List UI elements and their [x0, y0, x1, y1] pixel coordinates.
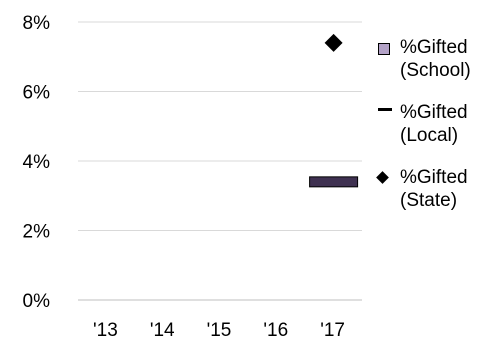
x-tick-label: '17 — [320, 320, 345, 341]
y-tick-label: 2% — [23, 222, 51, 243]
x-tick-label: '15 — [207, 320, 232, 341]
legend: %Gifted (School) %Gifted (Local) %Gifted… — [372, 36, 482, 231]
y-tick-label: 0% — [23, 291, 51, 312]
x-axis-ticks: '13 '14 '15 '16 '17 — [93, 320, 345, 341]
legend-label-state: %Gifted (State) — [400, 167, 468, 211]
y-tick-label: 4% — [23, 152, 51, 173]
local-band-mark — [309, 176, 359, 188]
x-tick-label: '16 — [263, 320, 288, 341]
x-tick-label: '13 — [93, 320, 118, 341]
legend-swatch-state — [376, 171, 389, 184]
x-tick-label: '14 — [150, 320, 175, 341]
y-tick-label: 8% — [23, 13, 51, 34]
legend-swatch-local — [378, 108, 392, 111]
gridlines — [78, 21, 362, 301]
legend-item-local: %Gifted (Local) — [372, 101, 482, 147]
chart-marks — [309, 33, 359, 188]
y-axis-ticks: 0% 2% 4% 6% 8% — [23, 13, 51, 312]
legend-label-local: %Gifted (Local) — [400, 102, 468, 146]
legend-swatch-school — [378, 43, 390, 55]
legend-item-state: %Gifted (State) — [372, 166, 482, 212]
legend-label-school: %Gifted (School) — [400, 37, 471, 81]
legend-item-school: %Gifted (School) — [372, 36, 482, 82]
y-tick-label: 6% — [23, 83, 51, 104]
state-marker — [324, 33, 343, 52]
